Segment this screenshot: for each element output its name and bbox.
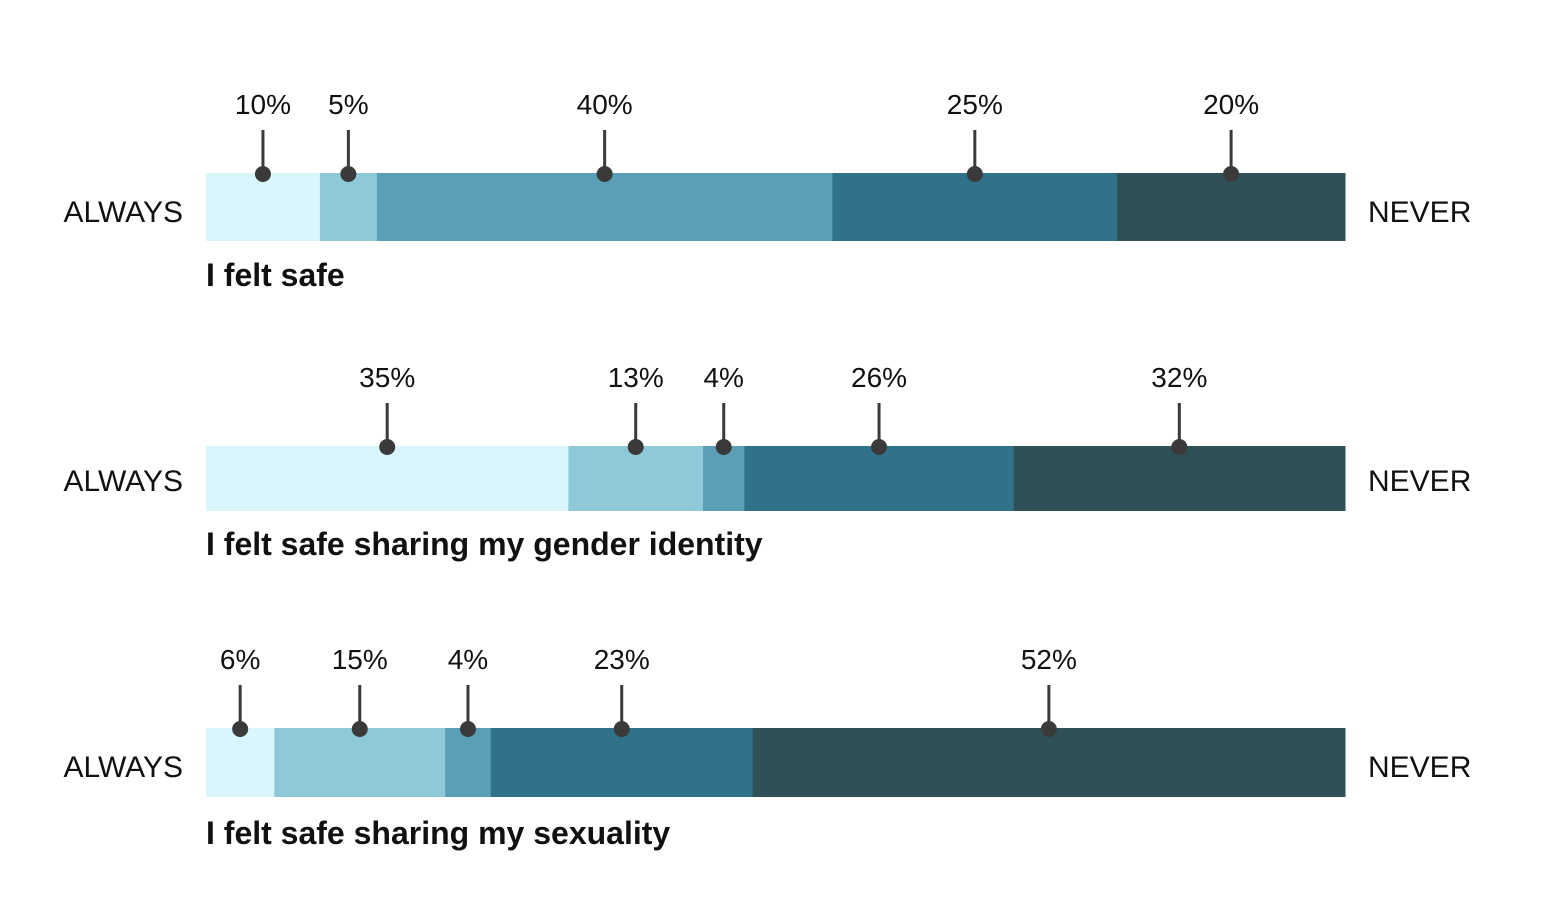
always-label: ALWAYS [64,196,183,229]
leader-dot [966,166,983,182]
percent-label: 6% [220,644,260,675]
percent-label: 13% [608,362,664,393]
bar-segment-2 [568,446,704,511]
percent-label: 35% [359,362,415,393]
percent-label: 40% [577,89,633,120]
percent-label: 23% [594,644,650,675]
leader-dot [1040,721,1057,737]
percent-label: 52% [1021,644,1077,675]
percent-label: 4% [448,644,488,675]
leader-dot [459,721,476,737]
leader-dot [1223,166,1240,182]
chart-title: I felt safe sharing my gender identity [206,526,763,562]
bar-segment-4 [490,728,754,797]
leader-dot [596,166,613,182]
percent-label: 4% [703,362,743,393]
leader-dot [254,166,271,182]
leader-dot [351,721,368,737]
leader-dot [340,166,357,182]
bar-segment-3 [445,728,492,797]
percent-label: 5% [328,89,368,120]
always-label: ALWAYS [64,465,183,498]
never-label: NEVER [1368,465,1471,498]
chart-title: I felt safe [206,257,345,293]
bar-segment-3 [703,446,745,511]
leader-dot [1171,439,1188,455]
always-label: ALWAYS [64,751,183,784]
bar-segment-1 [206,728,275,797]
never-label: NEVER [1368,196,1471,229]
leader-dot [232,721,249,737]
percent-label: 32% [1151,362,1207,393]
bar-segment-4 [744,446,1015,511]
bar-segment-4 [832,173,1118,241]
percent-label: 25% [947,89,1003,120]
bar-segment-1 [206,173,321,241]
percent-label: 26% [851,362,907,393]
never-label: NEVER [1368,751,1471,784]
leader-dot [613,721,630,737]
chart-title: I felt safe sharing my sexuality [206,815,670,851]
bar-segment-2 [319,173,378,241]
leader-dot [627,439,644,455]
bar-segment-1 [206,446,569,511]
leader-dot [871,439,888,455]
leader-dot [715,439,732,455]
bar-segment-5 [1013,446,1346,511]
chart-felt-safe-sexuality: ALWAYS NEVER I felt safe sharing my sexu… [64,644,1472,851]
percent-label: 20% [1203,89,1259,120]
chart-felt-safe: ALWAYS NEVER I felt safe 10% 5% 40% 25% 20% [64,89,1472,293]
bar-segment-2 [274,728,446,797]
percent-label: 15% [332,644,388,675]
chart-felt-safe-gender-identity: ALWAYS NEVER I felt safe sharing my gend… [64,362,1472,562]
bar-segment-5 [752,728,1346,797]
percent-label: 10% [235,89,291,120]
bar-segment-5 [1117,173,1346,241]
leader-dot [379,439,396,455]
bar-segment-3 [376,173,833,241]
